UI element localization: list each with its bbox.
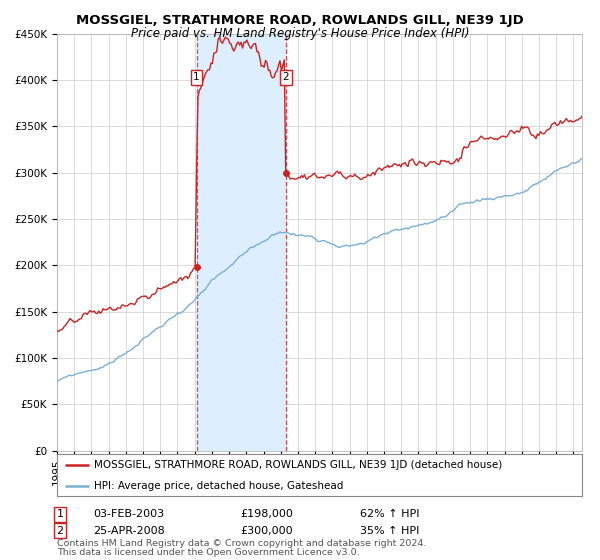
- Text: MOSSGIEL, STRATHMORE ROAD, ROWLANDS GILL, NE39 1JD: MOSSGIEL, STRATHMORE ROAD, ROWLANDS GILL…: [76, 14, 524, 27]
- Text: HPI: Average price, detached house, Gateshead: HPI: Average price, detached house, Gate…: [94, 482, 343, 491]
- Text: This data is licensed under the Open Government Licence v3.0.: This data is licensed under the Open Gov…: [57, 548, 359, 557]
- Text: 03-FEB-2003: 03-FEB-2003: [93, 509, 164, 519]
- Text: 1: 1: [193, 72, 200, 82]
- Text: Contains HM Land Registry data © Crown copyright and database right 2024.: Contains HM Land Registry data © Crown c…: [57, 539, 427, 548]
- Text: 62% ↑ HPI: 62% ↑ HPI: [360, 509, 419, 519]
- Text: £198,000: £198,000: [240, 509, 293, 519]
- Text: £300,000: £300,000: [240, 526, 293, 536]
- Text: MOSSGIEL, STRATHMORE ROAD, ROWLANDS GILL, NE39 1JD (detached house): MOSSGIEL, STRATHMORE ROAD, ROWLANDS GILL…: [94, 460, 502, 470]
- Text: Price paid vs. HM Land Registry's House Price Index (HPI): Price paid vs. HM Land Registry's House …: [131, 27, 469, 40]
- Text: 1: 1: [56, 509, 64, 519]
- Text: 35% ↑ HPI: 35% ↑ HPI: [360, 526, 419, 536]
- Text: 2: 2: [283, 72, 289, 82]
- Text: 2: 2: [56, 526, 64, 536]
- Bar: [197, 34, 286, 451]
- Text: 25-APR-2008: 25-APR-2008: [93, 526, 165, 536]
